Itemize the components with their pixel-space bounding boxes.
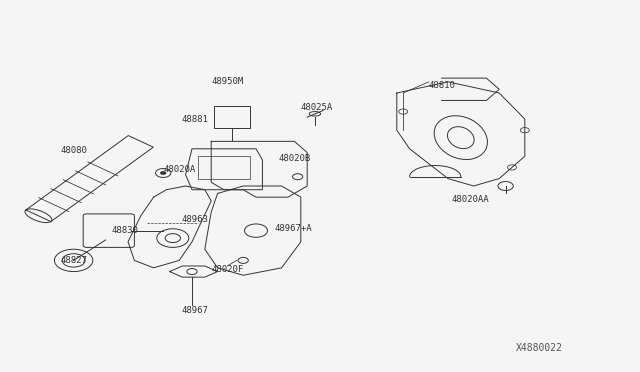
Text: 48830: 48830: [111, 226, 138, 235]
Text: 48827: 48827: [60, 256, 87, 265]
Text: 48810: 48810: [428, 81, 455, 90]
Text: 48950M: 48950M: [211, 77, 243, 86]
Circle shape: [160, 171, 166, 175]
Text: 48020AA: 48020AA: [452, 195, 489, 203]
Text: X4880022: X4880022: [516, 343, 563, 353]
Text: 48020A: 48020A: [163, 165, 195, 174]
Text: 48025A: 48025A: [301, 103, 333, 112]
Text: 48020B: 48020B: [278, 154, 310, 163]
Text: 48881: 48881: [182, 115, 209, 124]
Text: 48080: 48080: [60, 146, 87, 155]
Text: 48967+A: 48967+A: [275, 224, 312, 233]
Text: 48963: 48963: [182, 215, 209, 224]
Text: 48020F: 48020F: [211, 265, 243, 274]
Text: 48967: 48967: [182, 306, 209, 315]
